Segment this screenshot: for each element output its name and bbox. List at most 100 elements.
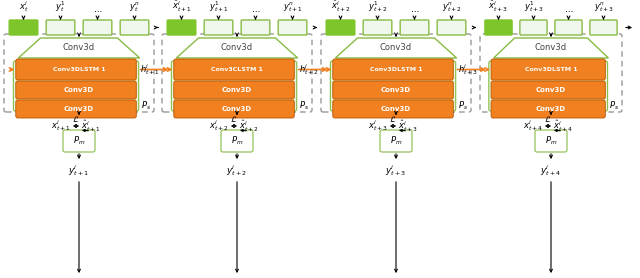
Text: Conv3CLSTM 1: Conv3CLSTM 1 (211, 67, 263, 72)
Text: $h_{t+2}^i$: $h_{t+2}^i$ (299, 62, 319, 77)
FancyBboxPatch shape (491, 81, 605, 99)
FancyBboxPatch shape (172, 61, 297, 111)
Text: Conv3D: Conv3D (222, 87, 252, 93)
Text: $x_{t+2}^i$: $x_{t+2}^i$ (209, 118, 229, 133)
Text: $\hat{x}_{t+1}^i$: $\hat{x}_{t+1}^i$ (81, 118, 101, 133)
FancyBboxPatch shape (174, 81, 294, 99)
Text: $x_t^i$: $x_t^i$ (19, 0, 28, 14)
FancyBboxPatch shape (278, 20, 307, 35)
FancyBboxPatch shape (437, 20, 466, 35)
Text: Conv3DLSTM 1: Conv3DLSTM 1 (370, 67, 422, 72)
Text: $\mathcal{L}$: $\mathcal{L}$ (72, 114, 80, 124)
Text: $\hat{x}_{t+1}^i$: $\hat{x}_{t+1}^i$ (172, 0, 191, 14)
FancyBboxPatch shape (535, 130, 567, 152)
Text: $\hat{x}_{t+4}^i$: $\hat{x}_{t+4}^i$ (553, 118, 573, 133)
Text: $P_m$: $P_m$ (545, 135, 557, 147)
Text: $y_{t+1}^n$: $y_{t+1}^n$ (283, 1, 302, 14)
FancyBboxPatch shape (46, 20, 75, 35)
Text: $y_{t+1}^i$: $y_{t+1}^i$ (68, 163, 90, 178)
Text: Conv3D: Conv3D (381, 106, 411, 112)
Text: $\hat{x}_{t+2}^i$: $\hat{x}_{t+2}^i$ (239, 118, 259, 133)
FancyBboxPatch shape (83, 20, 112, 35)
FancyBboxPatch shape (16, 81, 136, 99)
FancyBboxPatch shape (13, 61, 139, 111)
FancyBboxPatch shape (174, 100, 294, 118)
Text: $\cdots$: $\cdots$ (251, 5, 260, 14)
FancyBboxPatch shape (174, 59, 294, 80)
Text: $P_s$: $P_s$ (141, 100, 151, 112)
FancyBboxPatch shape (333, 81, 453, 99)
Text: $\hat{x}_{t+2}^i$: $\hat{x}_{t+2}^i$ (330, 0, 351, 14)
Text: $y_{t+4}^i$: $y_{t+4}^i$ (540, 163, 562, 178)
FancyBboxPatch shape (333, 100, 453, 118)
Text: Conv3d: Conv3d (535, 43, 567, 53)
Text: Conv3D: Conv3D (381, 87, 411, 93)
Text: $x_{t+4}^i$: $x_{t+4}^i$ (523, 118, 543, 133)
Text: $\cdots$: $\cdots$ (410, 5, 419, 14)
Text: Conv3D: Conv3D (536, 106, 566, 112)
FancyBboxPatch shape (204, 20, 233, 35)
FancyBboxPatch shape (489, 61, 607, 111)
Text: Conv3DLSTM 1: Conv3DLSTM 1 (525, 67, 577, 72)
Polygon shape (19, 38, 140, 58)
Polygon shape (335, 38, 457, 58)
Text: Conv3DLSTM 1: Conv3DLSTM 1 (52, 67, 106, 72)
FancyBboxPatch shape (120, 20, 149, 35)
FancyBboxPatch shape (241, 20, 270, 35)
Text: $x_{t+1}^i$: $x_{t+1}^i$ (51, 118, 71, 133)
FancyBboxPatch shape (16, 59, 136, 80)
FancyBboxPatch shape (167, 20, 196, 35)
Text: $\mathcal{L}$: $\mathcal{L}$ (389, 114, 397, 124)
Text: $y_{t+2}^n$: $y_{t+2}^n$ (442, 1, 461, 14)
FancyBboxPatch shape (63, 130, 95, 152)
Text: $y_t^1$: $y_t^1$ (55, 0, 66, 14)
FancyBboxPatch shape (555, 20, 582, 35)
Text: $y_t^n$: $y_t^n$ (129, 1, 140, 14)
Text: $h_t^i$: $h_t^i$ (0, 62, 2, 77)
Text: $P_m$: $P_m$ (73, 135, 85, 147)
FancyBboxPatch shape (326, 20, 355, 35)
Text: $\hat{x}_{t+3}^i$: $\hat{x}_{t+3}^i$ (488, 0, 509, 14)
FancyBboxPatch shape (491, 59, 605, 80)
Text: $P_s$: $P_s$ (609, 100, 619, 112)
Text: Conv3d: Conv3d (221, 43, 253, 53)
Text: Conv3d: Conv3d (380, 43, 412, 53)
FancyBboxPatch shape (400, 20, 429, 35)
FancyBboxPatch shape (16, 100, 136, 118)
FancyBboxPatch shape (363, 20, 392, 35)
FancyBboxPatch shape (333, 59, 453, 80)
Text: Conv3D: Conv3D (222, 106, 252, 112)
Text: $P_s$: $P_s$ (299, 100, 309, 112)
Text: $P_s$: $P_s$ (458, 100, 468, 112)
Text: $y_{t+2}^i$: $y_{t+2}^i$ (227, 163, 248, 178)
Polygon shape (177, 38, 298, 58)
Text: Conv3D: Conv3D (536, 87, 566, 93)
Text: $x_{t+3}^i$: $x_{t+3}^i$ (368, 118, 388, 133)
Text: $h_{t+1}^i$: $h_{t+1}^i$ (140, 62, 160, 77)
Text: $y_{t+1}^1$: $y_{t+1}^1$ (209, 0, 228, 14)
Text: $y_{t+2}^1$: $y_{t+2}^1$ (367, 0, 387, 14)
FancyBboxPatch shape (485, 20, 512, 35)
Text: $h_{t+3}^i$: $h_{t+3}^i$ (458, 62, 478, 77)
Text: $P_m$: $P_m$ (390, 135, 402, 147)
Text: $P_m$: $P_m$ (231, 135, 243, 147)
Text: Conv3d: Conv3d (63, 43, 95, 53)
Text: $y_{t+3}^n$: $y_{t+3}^n$ (593, 1, 614, 14)
Polygon shape (493, 38, 609, 58)
Text: $\cdots$: $\cdots$ (93, 5, 102, 14)
Text: $\cdots$: $\cdots$ (564, 5, 573, 14)
FancyBboxPatch shape (520, 20, 547, 35)
Text: $\hat{x}_{t+3}^i$: $\hat{x}_{t+3}^i$ (398, 118, 418, 133)
FancyBboxPatch shape (590, 20, 617, 35)
Text: $y_{t+3}^1$: $y_{t+3}^1$ (524, 0, 543, 14)
FancyBboxPatch shape (221, 130, 253, 152)
Text: Conv3D: Conv3D (64, 87, 94, 93)
FancyBboxPatch shape (9, 20, 38, 35)
FancyBboxPatch shape (330, 61, 456, 111)
FancyBboxPatch shape (491, 100, 605, 118)
Text: $y_{t+3}^i$: $y_{t+3}^i$ (385, 163, 406, 178)
Text: Conv3D: Conv3D (64, 106, 94, 112)
Text: $\mathcal{L}$: $\mathcal{L}$ (230, 114, 237, 124)
FancyBboxPatch shape (380, 130, 412, 152)
Text: $\mathcal{L}$: $\mathcal{L}$ (544, 114, 552, 124)
